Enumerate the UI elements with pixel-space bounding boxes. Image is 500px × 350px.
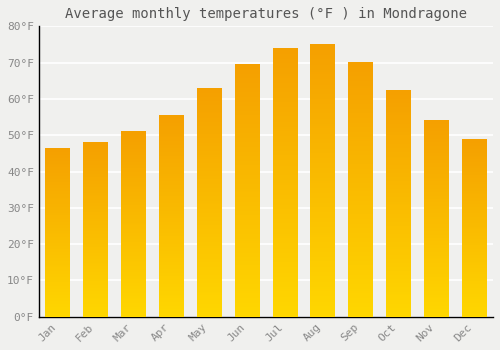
- Bar: [234, 64, 260, 317]
- Bar: [462, 139, 486, 317]
- Bar: [46, 148, 70, 317]
- Bar: [272, 48, 297, 317]
- Bar: [386, 90, 410, 317]
- Bar: [197, 88, 222, 317]
- Bar: [159, 115, 184, 317]
- Title: Average monthly temperatures (°F ) in Mondragone: Average monthly temperatures (°F ) in Mo…: [65, 7, 467, 21]
- Bar: [348, 63, 373, 317]
- Bar: [310, 44, 335, 317]
- Bar: [84, 142, 108, 317]
- Bar: [121, 132, 146, 317]
- Bar: [424, 121, 448, 317]
